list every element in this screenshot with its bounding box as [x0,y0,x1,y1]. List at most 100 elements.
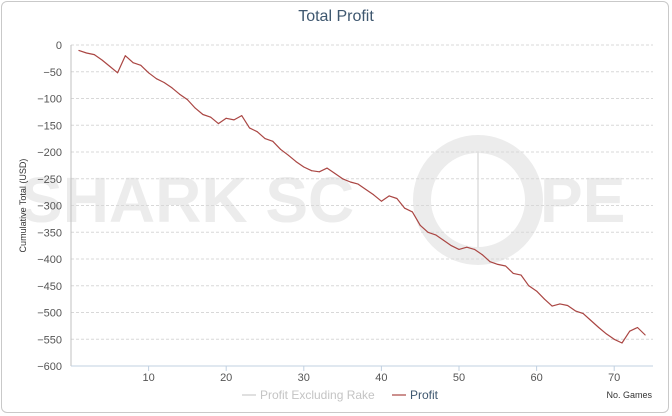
data-point [388,195,390,197]
data-point [637,327,638,328]
legend: Profit Excluding Rake Profit [242,388,439,402]
data-point [163,82,165,83]
data-point [582,313,584,315]
data-point [443,239,444,241]
data-point [380,200,382,202]
x-tick-label: 40 [375,372,387,384]
data-point [466,246,468,248]
data-point [474,248,475,250]
data-point [598,327,600,328]
x-axis-title: No. Games [606,390,652,400]
data-point [179,93,181,95]
data-point [109,65,111,67]
data-point [605,333,607,335]
data-point [365,189,367,190]
data-point [334,172,336,174]
data-point [318,171,320,173]
y-tick-label: −200 [37,147,62,159]
watermark-text-left: SHARK SC [20,164,354,236]
data-point [551,305,553,307]
watermark: SHARK SC PE [20,135,625,265]
data-point [210,116,212,118]
data-point [419,224,421,226]
y-tick-label: −300 [37,201,62,213]
data-point [505,265,507,267]
x-tick-label: 30 [298,372,310,384]
data-point [78,49,80,51]
x-tick-labels: 10 20 30 40 50 60 70 [142,366,620,384]
data-point [186,99,188,101]
x-tick-label: 60 [530,372,542,384]
data-point [621,342,623,344]
data-point [303,166,305,168]
data-point [272,140,274,142]
data-point [86,52,87,54]
data-point [132,62,134,64]
data-point [574,310,576,312]
data-point [450,245,452,247]
data-point [644,334,646,336]
data-point [481,254,483,256]
data-point [373,194,375,196]
y-tick-label: −250 [37,174,62,186]
data-point [349,181,351,183]
data-point [629,330,631,332]
data-point [101,59,103,61]
data-point [520,274,522,276]
data-point [171,87,173,89]
data-point [404,207,406,209]
axes [70,45,653,367]
data-point [427,231,429,233]
y-tick-label: −400 [37,254,62,266]
data-point [148,72,150,74]
y-tick-labels: 0 −50 −100 −150 −200 −250 −300 −350 −400 −450 −500… [37,40,62,373]
data-point [411,211,413,213]
y-tick-label: −350 [37,227,62,239]
data-point [155,78,157,80]
data-point [249,127,250,129]
data-point [497,263,499,265]
data-point [217,123,219,125]
data-point [458,248,460,250]
data-point [140,64,142,66]
data-point [287,154,289,156]
data-point [357,183,359,185]
data-point [124,55,126,57]
data-point [194,107,196,109]
data-point [93,54,95,56]
legend-item[interactable]: Profit [392,388,439,402]
x-tick-label: 20 [220,372,232,384]
series-line-profit [78,49,646,344]
data-point [342,178,344,180]
data-point [590,320,592,321]
y-tick-label: −550 [37,334,62,346]
data-point [280,148,281,150]
legend-label: Profit [410,388,439,402]
data-point [311,170,313,172]
gridlines [71,44,653,340]
data-point [396,198,398,199]
chart-title: Total Profit [298,8,374,25]
data-point [264,138,266,140]
data-point [567,305,569,306]
data-point [233,119,235,121]
legend-item[interactable]: Profit Excluding Rake [242,388,375,402]
data-point [295,161,297,163]
data-point [202,114,204,115]
y-tick-label: −50 [43,67,62,79]
data-point [489,261,491,263]
data-point [512,272,514,274]
data-point [241,115,243,117]
data-point [435,234,437,236]
watermark-text-right: PE [540,164,625,236]
y-tick-label: −150 [37,120,62,132]
data-point [536,290,538,292]
y-tick-label: −100 [37,94,62,106]
data-point [117,72,119,74]
data-point [543,298,545,300]
data-point [528,285,530,287]
x-tick-label: 10 [142,372,154,384]
x-tick-label: 50 [453,372,465,384]
